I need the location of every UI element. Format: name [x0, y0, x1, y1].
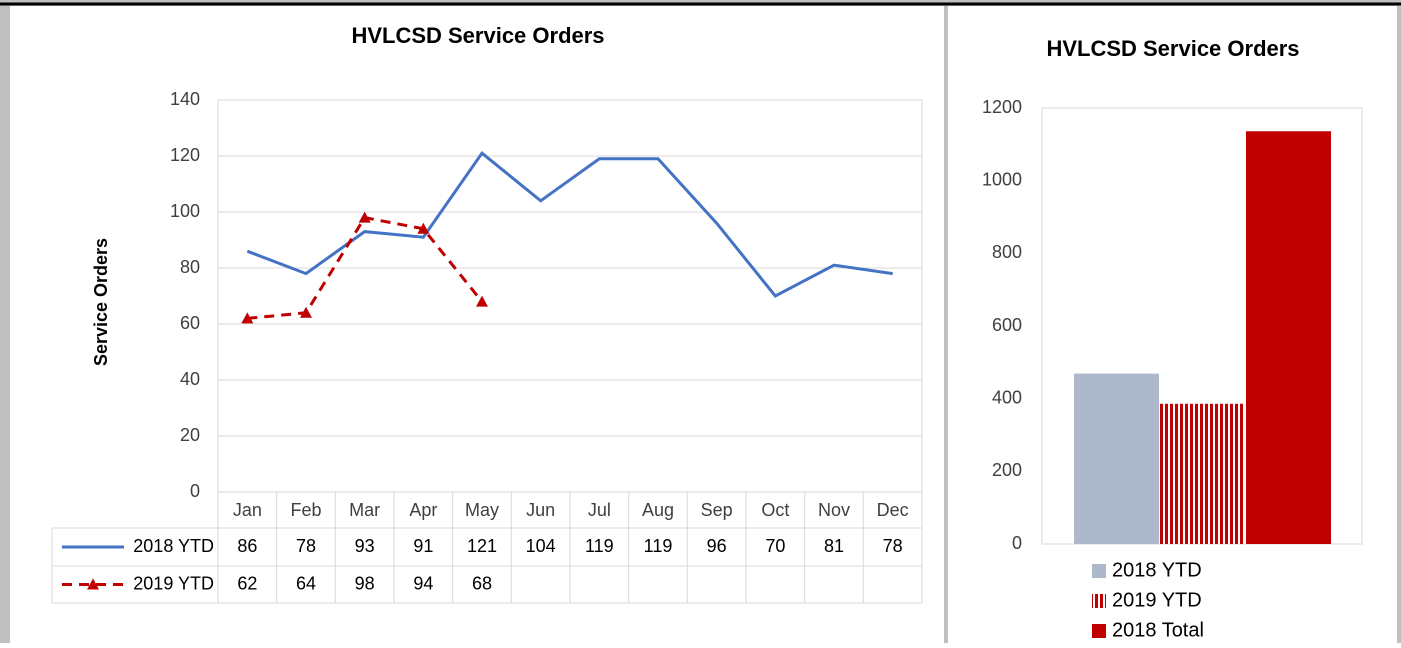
x-tick-label: Jul	[588, 500, 611, 520]
series-line	[246, 151, 893, 298]
x-tick-label: Aug	[642, 500, 674, 520]
table-value: 68	[472, 573, 492, 593]
y-tick-label: 600	[992, 315, 1022, 335]
y-tick-label: 40	[180, 369, 200, 389]
y-tick-label: 60	[180, 313, 200, 333]
y-tick-label: 200	[992, 460, 1022, 480]
y-tick-label: 0	[190, 481, 200, 501]
y-tick-label: 800	[992, 242, 1022, 262]
legend-swatch	[1092, 624, 1106, 638]
y-tick-label: 140	[170, 89, 200, 109]
x-tick-label: Mar	[349, 500, 380, 520]
table-value: 81	[824, 536, 844, 556]
legend-label: 2018 YTD	[133, 536, 214, 556]
table-value: 119	[585, 536, 614, 556]
legend-swatch	[1092, 594, 1106, 608]
x-tick-label: Jan	[233, 500, 262, 520]
table-value: 96	[707, 536, 727, 556]
legend-label: 2018 YTD	[1112, 559, 1202, 581]
table-value: 91	[413, 536, 433, 556]
x-tick-label: Nov	[818, 500, 850, 520]
bar-chart: HVLCSD Service Orders 0 200 400 600 800 1000 1…	[982, 36, 1363, 641]
legend-label: 2019 YTD	[1112, 589, 1202, 611]
y-tick-label: 400	[992, 387, 1022, 407]
x-tick-label: Apr	[409, 500, 437, 520]
marker	[476, 295, 488, 307]
table-value: 94	[413, 573, 433, 593]
chart-title: HVLCSD Service Orders	[351, 23, 604, 48]
y-tick-label: 120	[170, 145, 200, 165]
y-axis-label: Service Orders	[91, 238, 111, 366]
left-panel	[10, 6, 944, 646]
y-tick-label: 20	[180, 425, 200, 445]
table-value: 119	[644, 536, 673, 556]
table-value: 98	[355, 573, 375, 593]
legend-label: 2019 YTD	[133, 573, 214, 593]
x-tick-label: May	[465, 500, 499, 520]
table-value: 64	[296, 573, 316, 593]
y-tick-label: 100	[170, 201, 200, 221]
table-value: 78	[883, 536, 903, 556]
table-value: 86	[237, 536, 257, 556]
x-tick-label: Jun	[526, 500, 555, 520]
table-value: 93	[355, 536, 375, 556]
y-tick-label: 1200	[982, 97, 1022, 117]
x-tick-label: Feb	[290, 500, 321, 520]
line-chart: HVLCSD Service Orders Service Orders 0 20…	[51, 23, 923, 604]
table-value: 104	[526, 536, 556, 556]
y-tick-label: 1000	[982, 169, 1022, 189]
series-line	[247, 215, 484, 320]
bar	[1160, 403, 1245, 544]
table-value: 121	[467, 536, 497, 556]
table-value: 70	[765, 536, 785, 556]
legend-label: 2018 Total	[1112, 619, 1204, 641]
legend-swatch	[1092, 564, 1106, 578]
bar	[1074, 373, 1159, 544]
x-tick-label: Sep	[701, 500, 733, 520]
y-tick-label: 80	[180, 257, 200, 277]
bar	[1246, 131, 1331, 544]
x-tick-label: Dec	[877, 500, 909, 520]
legend-marker	[87, 578, 99, 590]
y-tick-label: 0	[1012, 533, 1022, 553]
table-value: 62	[237, 573, 257, 593]
x-tick-label: Oct	[761, 500, 789, 520]
chart-title: HVLCSD Service Orders	[1046, 36, 1299, 61]
table-value: 78	[296, 536, 316, 556]
